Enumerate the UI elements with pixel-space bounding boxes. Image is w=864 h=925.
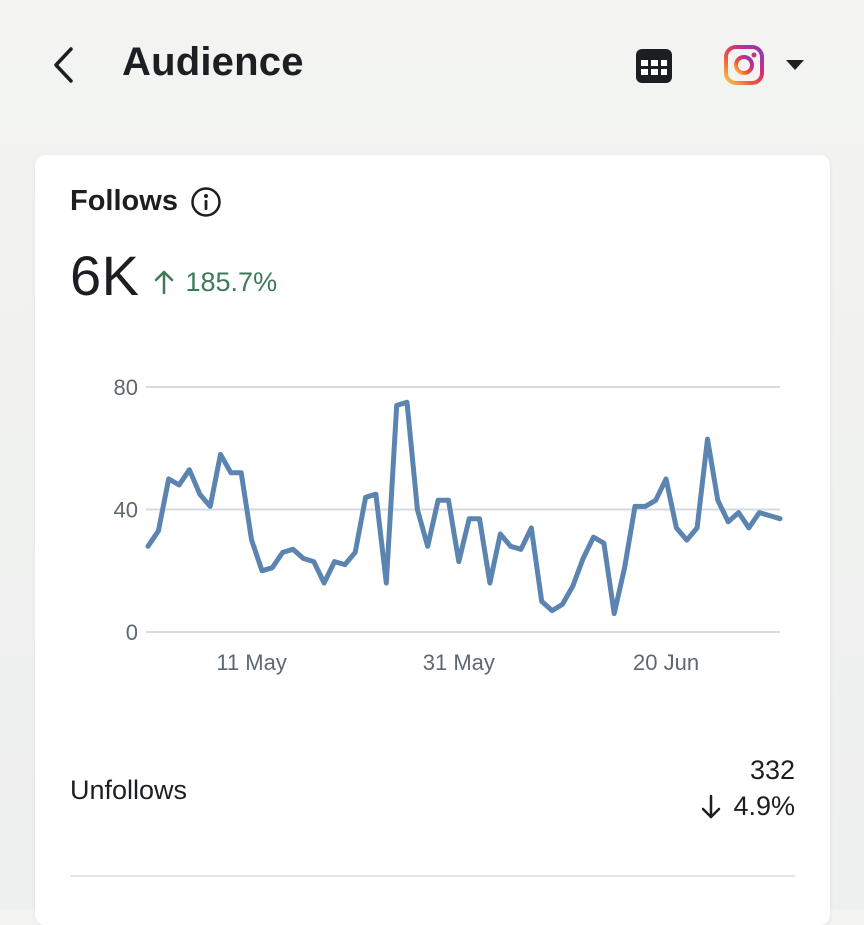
unfollows-change: 4.9% [701, 791, 795, 822]
follows-title: Follows [70, 185, 178, 217]
x-tick-label: 11 May [216, 650, 287, 675]
caret-down-icon [786, 60, 804, 70]
follows-value: 6K [70, 244, 140, 307]
follows-chart: 0 40 80 11 May 31 May 20 Jun [35, 355, 830, 685]
arrow-up-icon [154, 270, 173, 295]
back-button[interactable] [40, 40, 86, 90]
table-icon [636, 49, 672, 83]
follows-change-value: 185.7% [185, 266, 278, 297]
account-switcher[interactable] [722, 38, 818, 92]
x-tick-label: 20 Jun [633, 650, 699, 675]
y-tick-label: 40 [114, 498, 138, 523]
follows-card: Follows 6K 185.7% 0 40 80 11 May 31 May 20 J… [35, 155, 830, 925]
y-tick-label: 0 [126, 620, 138, 645]
header: Audience [0, 0, 864, 130]
follows-title-row: Follows [70, 185, 222, 218]
x-tick-label: 31 May [423, 650, 495, 675]
follows-change: 185.7% [154, 266, 278, 298]
unfollows-value: 332 [749, 755, 795, 785]
unfollows-change-value: 4.9% [733, 791, 795, 821]
follows-value-row: 6K 185.7% [70, 243, 277, 308]
info-icon [191, 186, 221, 217]
chevron-left-icon [54, 47, 73, 83]
arrow-down-icon [702, 794, 721, 818]
follows-line-chart: 0 40 80 11 May 31 May 20 Jun [114, 375, 783, 675]
page-title: Audience [122, 40, 304, 84]
table-view-button[interactable] [630, 42, 678, 90]
unfollows-row[interactable]: Unfollows 332 4.9% [70, 755, 795, 835]
divider [70, 875, 795, 877]
unfollows-label: Unfollows [70, 775, 188, 805]
info-button[interactable] [190, 186, 222, 218]
instagram-icon [724, 45, 764, 85]
series-line [145, 399, 783, 617]
y-tick-label: 80 [114, 375, 138, 400]
